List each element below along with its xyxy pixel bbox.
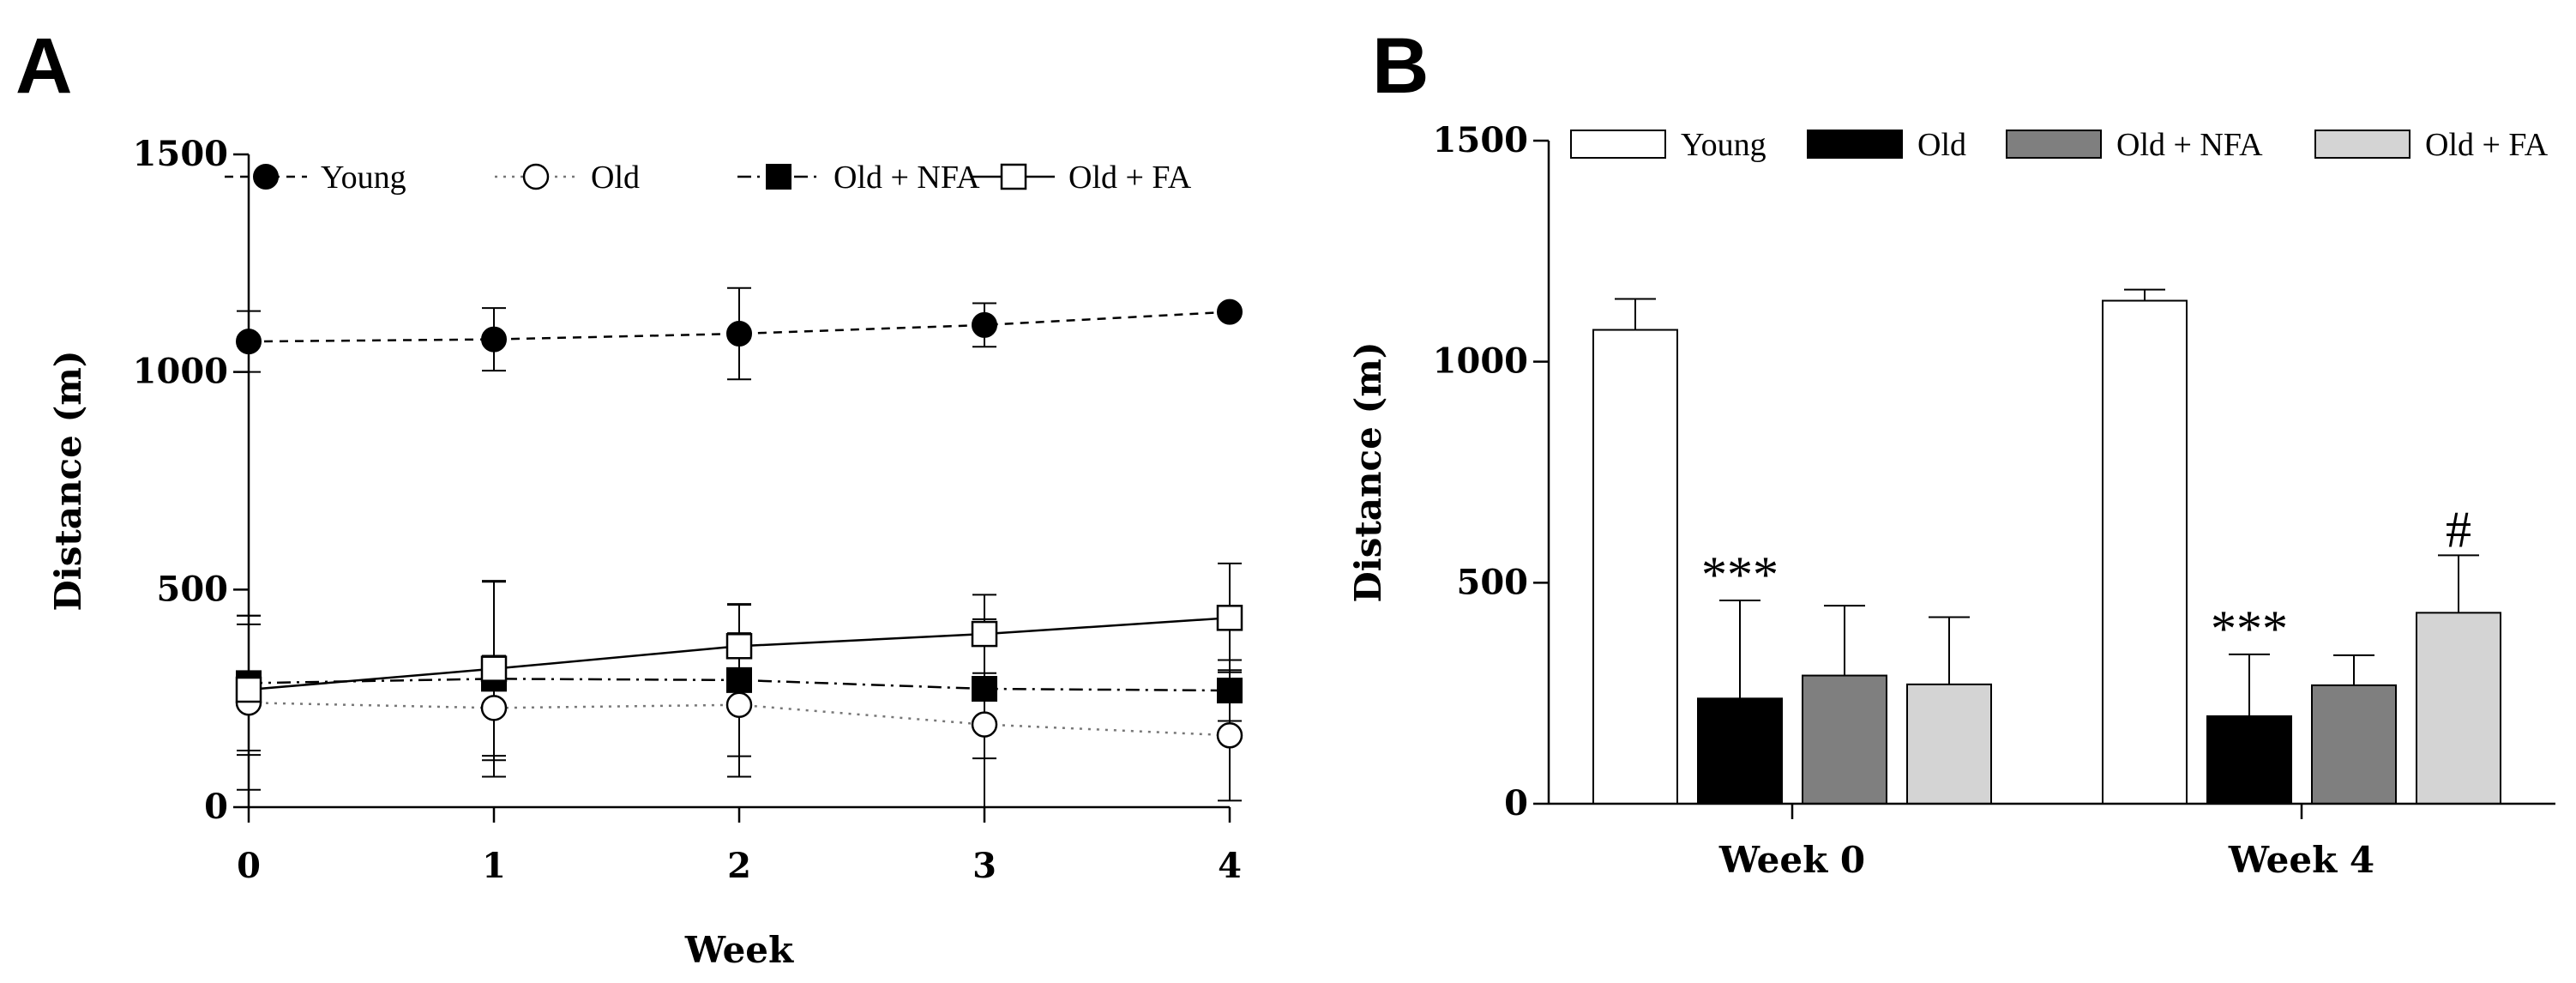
- x-axis-title: Week: [684, 929, 794, 971]
- bar-week-4-old: [2206, 715, 2292, 805]
- legend-swatch-old: [1807, 130, 1903, 159]
- x-category-label: Week 0: [1718, 839, 1865, 881]
- bar-week-4-old-fa: [2416, 612, 2501, 805]
- point-old: [480, 695, 508, 721]
- legend-label-young: Young: [1681, 127, 1766, 163]
- significance-marker: #: [2446, 501, 2471, 558]
- point-old-nfa: [972, 676, 997, 703]
- bar-week-0-young: [1592, 329, 1678, 805]
- chart-b: 0 500 1000 1500 Week 0 Week 4 Distance (m) *** *…: [1347, 120, 2555, 881]
- x-category-label: Week 4: [2228, 839, 2374, 881]
- point-old-fa: [480, 655, 508, 682]
- legend-label-old-fa: Old + FA: [1068, 160, 1192, 196]
- point-young: [1217, 299, 1243, 325]
- point-young: [726, 321, 752, 347]
- point-old-nfa: [1217, 678, 1243, 704]
- point-old: [725, 691, 753, 719]
- point-old-fa: [235, 676, 262, 703]
- legend-label-old: Old: [591, 160, 640, 196]
- legend-label-old: Old: [1917, 127, 1966, 163]
- point-old-fa: [1216, 605, 1243, 631]
- point-old-nfa: [726, 666, 752, 693]
- significance-marker: ***: [1701, 546, 1779, 603]
- legend-label-old-nfa: Old + NFA: [834, 160, 980, 196]
- legend-marker-old: [522, 163, 550, 190]
- x-tick-label: 3: [972, 846, 996, 886]
- bar-week-0-old-fa: [1906, 683, 1992, 805]
- bar-week-4-old-nfa: [2311, 684, 2397, 805]
- legend-marker-young: [253, 164, 279, 190]
- y-tick-label: 0: [204, 787, 228, 827]
- y-tick-label: 0: [1504, 783, 1528, 823]
- y-tick-label: 500: [1457, 562, 1529, 602]
- panel-b-label: B: [1372, 22, 1429, 110]
- legend-marker-old-nfa: [766, 164, 791, 190]
- y-tick-label: 1500: [1433, 120, 1528, 160]
- chart-a: 0 500 1000 1500 0 1 2 3 4 Week Distance (m) Young Ol…: [47, 134, 1243, 971]
- x-tick-label: 1: [482, 846, 506, 886]
- x-tick-label: 0: [237, 846, 261, 886]
- point-young: [481, 326, 507, 353]
- panel-a-label: A: [15, 22, 72, 110]
- x-tick-label: 2: [727, 846, 751, 886]
- point-old-fa: [971, 620, 998, 648]
- bar-week-4-young: [2102, 299, 2188, 805]
- y-axis-title: Distance (m): [47, 350, 89, 611]
- legend-swatch-young: [1570, 130, 1666, 159]
- significance-marker: ***: [2211, 600, 2288, 657]
- x-tick-label: 4: [1218, 846, 1242, 886]
- point-old-fa: [725, 633, 753, 660]
- y-tick-label: 1500: [133, 134, 228, 174]
- legend-label-old-nfa: Old + NFA: [2116, 127, 2263, 163]
- y-tick-label: 500: [157, 569, 229, 609]
- y-axis-title: Distance (m): [1347, 341, 1389, 602]
- legend-marker-old-fa: [1000, 163, 1027, 190]
- bar-week-0-old: [1697, 697, 1783, 805]
- legend-swatch-old-fa: [2314, 130, 2410, 159]
- point-young: [236, 329, 262, 355]
- legend-label-old-fa: Old + FA: [2425, 127, 2549, 163]
- y-tick-label: 1000: [133, 352, 228, 392]
- legend-label-young: Young: [321, 160, 406, 196]
- point-old: [1216, 722, 1243, 749]
- legend-swatch-old-nfa: [2006, 130, 2102, 159]
- y-tick-label: 1000: [1433, 341, 1528, 382]
- point-young: [972, 311, 997, 338]
- point-old: [971, 711, 998, 738]
- bar-week-0-old-nfa: [1802, 674, 1887, 805]
